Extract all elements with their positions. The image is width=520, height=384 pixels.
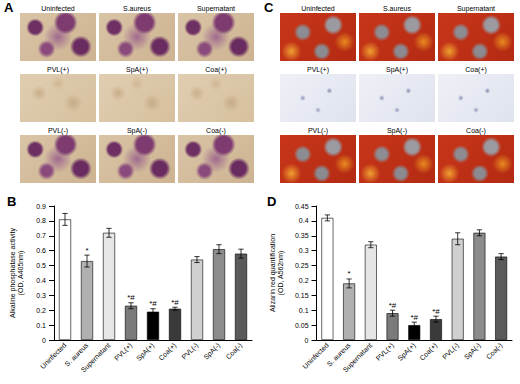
svg-text:0.05: 0.05 xyxy=(295,322,309,329)
svg-text:Alkaline phosphatase activity: Alkaline phosphatase activity xyxy=(9,228,17,318)
html-text:SpA(+): SpA(+) xyxy=(126,66,148,73)
svg-text:*#: *# xyxy=(410,313,418,322)
svg-text:*#: *# xyxy=(171,298,179,307)
svg-text:0.15: 0.15 xyxy=(295,292,309,299)
html-text:Coa(+): Coa(+) xyxy=(465,66,487,73)
svg-text:SpA(+): SpA(+) xyxy=(396,342,417,363)
html-text:SpA(+): SpA(+) xyxy=(386,66,408,73)
html-text:S.aureus: S.aureus xyxy=(123,5,151,12)
svg-text:Coa(+): Coa(+) xyxy=(157,342,178,363)
html-text:PVL(-): PVL(-) xyxy=(307,127,329,134)
svg-text:0.25: 0.25 xyxy=(295,262,309,269)
html-text:Coa(-): Coa(-) xyxy=(466,127,486,134)
html-text:Coa(+): Coa(+) xyxy=(205,66,227,73)
html-text:PVL(+): PVL(+) xyxy=(47,66,69,73)
svg-text:0.35: 0.35 xyxy=(295,232,309,239)
svg-text:Supernatant: Supernatant xyxy=(80,341,113,374)
svg-text:0.1: 0.1 xyxy=(299,307,309,314)
svg-text:0: 0 xyxy=(42,337,46,344)
svg-text:0.3: 0.3 xyxy=(36,292,46,299)
svg-text:0.5: 0.5 xyxy=(36,262,46,269)
svg-text:*#: *# xyxy=(127,293,135,302)
html-text:PVL(+): PVL(+) xyxy=(307,66,329,73)
svg-text:0.9: 0.9 xyxy=(36,203,46,210)
svg-text:S. aureus: S. aureus xyxy=(63,341,90,368)
svg-text:Uninfected: Uninfected xyxy=(39,341,68,370)
svg-text:0.2: 0.2 xyxy=(36,307,46,314)
svg-text:0.6: 0.6 xyxy=(36,247,46,254)
svg-text:Alizarin red quantification: Alizarin red quantification xyxy=(269,234,277,312)
html-text:SpA(-): SpA(-) xyxy=(386,127,408,134)
svg-text:*#: *# xyxy=(432,307,440,316)
svg-text:0.8: 0.8 xyxy=(36,217,46,224)
svg-text:S. aureus: S. aureus xyxy=(325,341,352,368)
svg-text:0.3: 0.3 xyxy=(299,247,309,254)
svg-text:PVL(-): PVL(-) xyxy=(441,342,461,362)
svg-text:*: * xyxy=(348,269,351,278)
svg-text:*: * xyxy=(85,246,88,255)
svg-text:0.1: 0.1 xyxy=(36,322,46,329)
svg-text:(OD, A405nm): (OD, A405nm) xyxy=(17,251,25,296)
svg-text:0: 0 xyxy=(305,337,309,344)
svg-text:SpA(-): SpA(-) xyxy=(463,342,483,362)
svg-text:*#: *# xyxy=(149,299,157,308)
svg-text:SpA(+): SpA(+) xyxy=(135,342,156,363)
html-text:S.aureus: S.aureus xyxy=(383,5,411,12)
html-text:C: C xyxy=(264,0,274,15)
svg-text:0.2: 0.2 xyxy=(299,277,309,284)
svg-text:0.4: 0.4 xyxy=(299,217,309,224)
svg-text:PVL(+): PVL(+) xyxy=(375,342,396,363)
html-text:Uninfected: Uninfected xyxy=(301,5,335,12)
html-text:PVL(-): PVL(-) xyxy=(47,127,69,134)
html-text:Uninfected: Uninfected xyxy=(41,5,75,12)
svg-text:0.4: 0.4 xyxy=(36,277,46,284)
html-text:Supernatant: Supernatant xyxy=(456,5,496,12)
svg-text:*#: *# xyxy=(389,301,397,310)
svg-text:PVL(+): PVL(+) xyxy=(113,342,134,363)
html-text:SpA(-): SpA(-) xyxy=(126,127,148,134)
svg-text:0.45: 0.45 xyxy=(295,203,309,210)
svg-text:PVL(-): PVL(-) xyxy=(180,342,200,362)
svg-text:Coa(-): Coa(-) xyxy=(225,342,245,362)
svg-text:Supernatant: Supernatant xyxy=(341,341,374,374)
html-text:Supernatant: Supernatant xyxy=(196,5,236,12)
svg-text:Uninfected: Uninfected xyxy=(301,341,330,370)
svg-text:0.7: 0.7 xyxy=(36,232,46,239)
svg-text:B: B xyxy=(7,194,16,209)
svg-text:SpA(-): SpA(-) xyxy=(202,342,222,362)
html-text:A: A xyxy=(4,0,14,15)
svg-text:D: D xyxy=(267,194,276,209)
svg-text:Coa(-): Coa(-) xyxy=(485,342,505,362)
svg-text:Coa(+): Coa(+) xyxy=(418,342,439,363)
svg-text:(OD, A562nm): (OD, A562nm) xyxy=(277,251,285,296)
html-text:Coa(-): Coa(-) xyxy=(206,127,226,134)
